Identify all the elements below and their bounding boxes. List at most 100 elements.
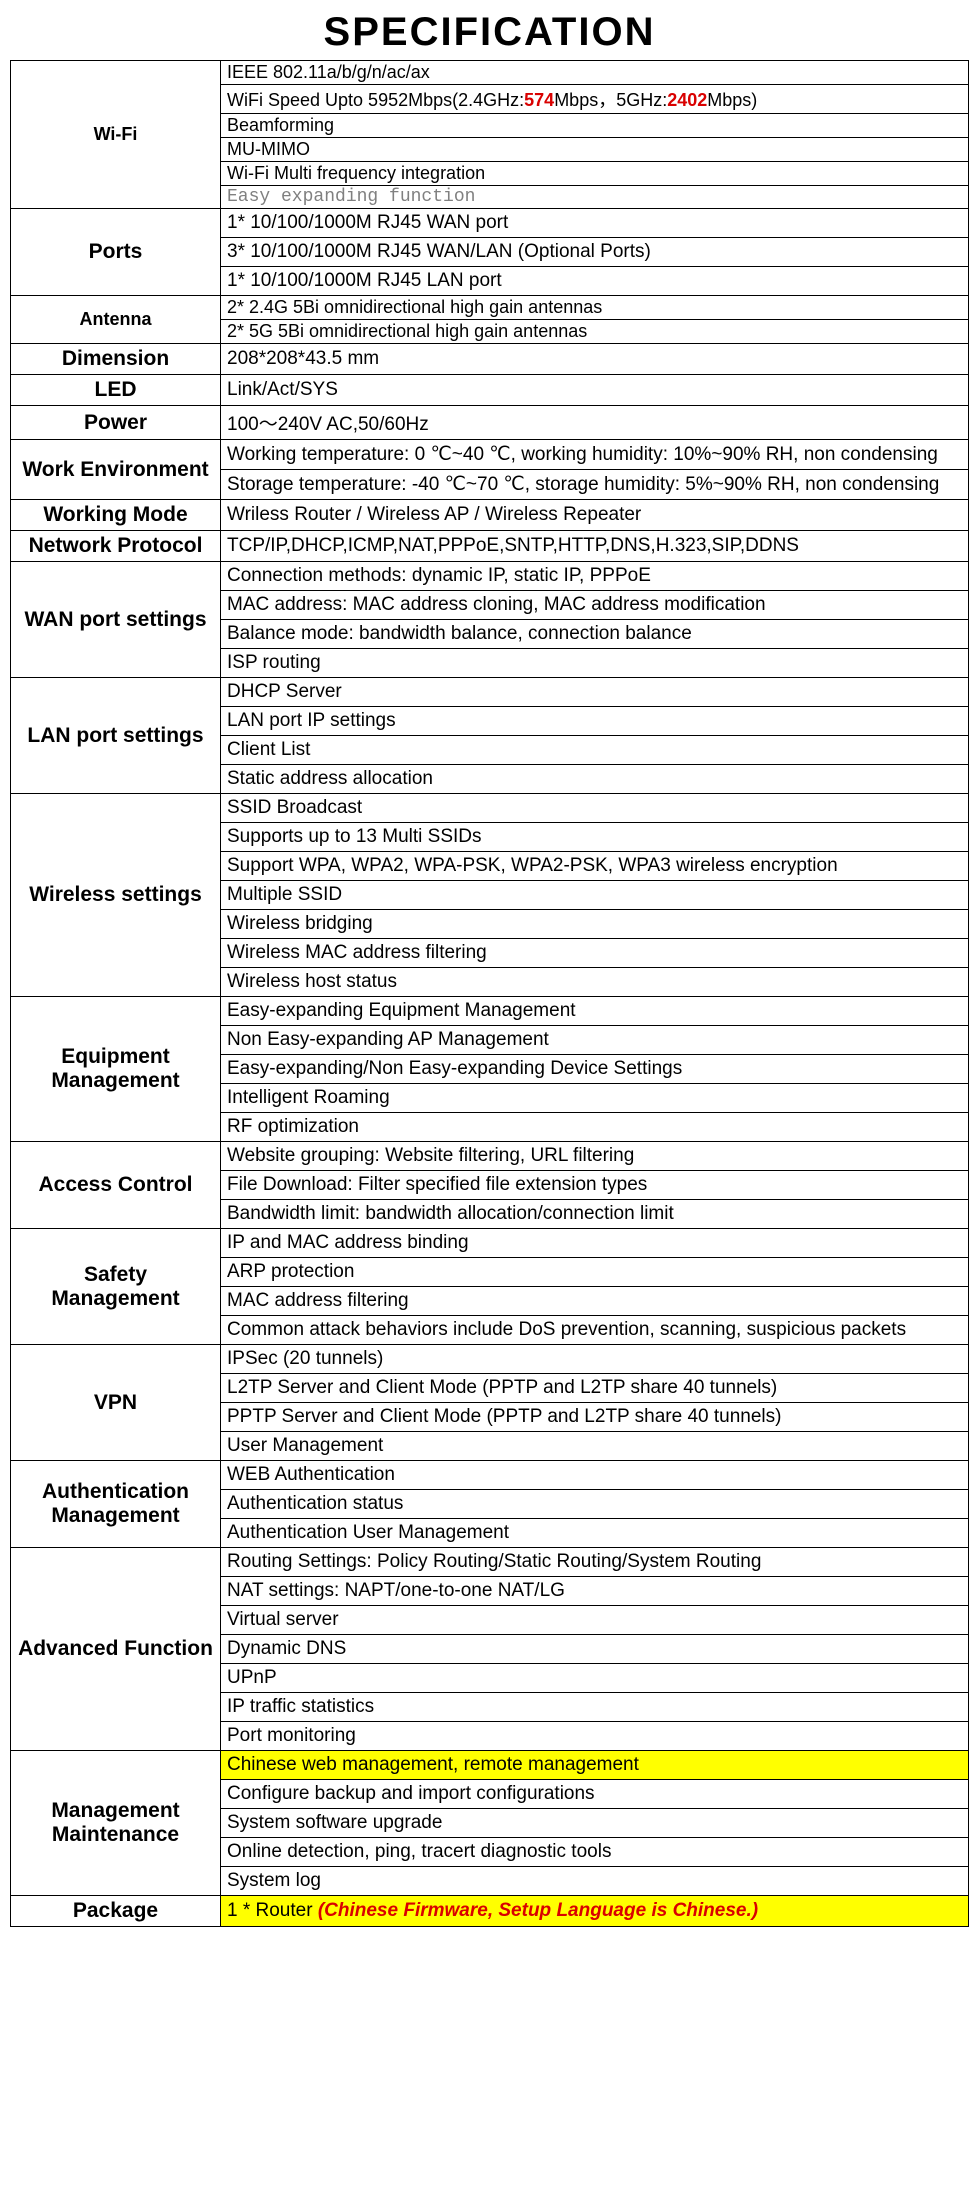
spec-value: Link/Act/SYS [221,375,969,406]
spec-label: Working Mode [11,500,221,531]
spec-value: Virtual server [221,1606,969,1635]
spec-value: MU-MIMO [221,138,969,162]
spec-value: Storage temperature: -40 ℃~70 ℃, storage… [221,470,969,500]
spec-value: Authentication User Management [221,1519,969,1548]
spec-value: IP traffic statistics [221,1693,969,1722]
spec-value: LAN port IP settings [221,707,969,736]
spec-value: Beamforming [221,114,969,138]
table-row: WAN port settingsConnection methods: dyn… [11,562,969,591]
spec-label: Dimension [11,344,221,375]
spec-value: RF optimization [221,1113,969,1142]
spec-label: Ports [11,209,221,296]
spec-label: Management Maintenance [11,1751,221,1896]
table-row: VPNIPSec (20 tunnels) [11,1345,969,1374]
spec-value: 2* 2.4G 5Bi omnidirectional high gain an… [221,296,969,320]
spec-value: Wriless Router / Wireless AP / Wireless … [221,500,969,531]
table-row: Wireless settingsSSID Broadcast [11,794,969,823]
text-part: (Chinese Firmware, Setup Language is Chi… [318,1900,758,1921]
table-row: Advanced FunctionRouting Settings: Polic… [11,1548,969,1577]
spec-value: File Download: Filter specified file ext… [221,1171,969,1200]
spec-label: LED [11,375,221,406]
spec-value: Authentication status [221,1490,969,1519]
text-part: WiFi Speed Upto 5952Mbps(2.4GHz: [227,90,524,110]
spec-value: Supports up to 13 Multi SSIDs [221,823,969,852]
spec-value: 100～240V AC,50/60Hz [221,406,969,440]
spec-value: Client List [221,736,969,765]
text-part: 2402 [667,90,707,110]
spec-label: Equipment Management [11,997,221,1142]
spec-value: Static address allocation [221,765,969,794]
spec-value: Website grouping: Website filtering, URL… [221,1142,969,1171]
table-row: Access ControlWebsite grouping: Website … [11,1142,969,1171]
spec-label: LAN port settings [11,678,221,794]
spec-value: System log [221,1867,969,1896]
table-row: Power100～240V AC,50/60Hz [11,406,969,440]
spec-value: MAC address filtering [221,1287,969,1316]
spec-value: DHCP Server [221,678,969,707]
spec-value: 1* 10/100/1000M RJ45 WAN port [221,209,969,238]
spec-label: VPN [11,1345,221,1461]
table-row: Dimension208*208*43.5 mm [11,344,969,375]
table-row: Management MaintenanceChinese web manage… [11,1751,969,1780]
spec-value: Multiple SSID [221,881,969,910]
spec-value: Intelligent Roaming [221,1084,969,1113]
spec-value: PPTP Server and Client Mode (PPTP and L2… [221,1403,969,1432]
spec-label: Power [11,406,221,440]
text-part: Mbps，5GHz: [554,90,667,110]
spec-value: Wireless MAC address filtering [221,939,969,968]
spec-label: Access Control [11,1142,221,1229]
spec-label: Package [11,1896,221,1927]
spec-value: Balance mode: bandwidth balance, connect… [221,620,969,649]
table-row: Wi-FiIEEE 802.11a/b/g/n/ac/ax [11,61,969,85]
spec-value: Working temperature: 0 ℃~40 ℃, working h… [221,440,969,470]
spec-value: Online detection, ping, tracert diagnost… [221,1838,969,1867]
spec-value: 3* 10/100/1000M RJ45 WAN/LAN (Optional P… [221,238,969,267]
text-part: 1 * Router [227,1900,318,1921]
spec-label: Advanced Function [11,1548,221,1751]
table-row: Authentication ManagementWEB Authenticat… [11,1461,969,1490]
spec-label: Wireless settings [11,794,221,997]
spec-label: Authentication Management [11,1461,221,1548]
spec-table: Wi-FiIEEE 802.11a/b/g/n/ac/axWiFi Speed … [10,60,969,1927]
spec-value: Easy expanding function [221,186,969,209]
spec-value: System software upgrade [221,1809,969,1838]
table-row: Working ModeWriless Router / Wireless AP… [11,500,969,531]
spec-value: Common attack behaviors include DoS prev… [221,1316,969,1345]
spec-label: WAN port settings [11,562,221,678]
spec-value: Wi-Fi Multi frequency integration [221,162,969,186]
spec-value: TCP/IP,DHCP,ICMP,NAT,PPPoE,SNTP,HTTP,DNS… [221,531,969,562]
table-row: LAN port settingsDHCP Server [11,678,969,707]
spec-value: Wireless bridging [221,910,969,939]
spec-value: Chinese web management, remote managemen… [221,1751,969,1780]
table-row: Work EnvironmentWorking temperature: 0 ℃… [11,440,969,470]
table-row: Ports1* 10/100/1000M RJ45 WAN port [11,209,969,238]
spec-value: IEEE 802.11a/b/g/n/ac/ax [221,61,969,85]
spec-label: Safety Management [11,1229,221,1345]
page-title: SPECIFICATION [10,10,969,55]
table-row: LEDLink/Act/SYS [11,375,969,406]
spec-value: User Management [221,1432,969,1461]
spec-value: 208*208*43.5 mm [221,344,969,375]
spec-value: WiFi Speed Upto 5952Mbps(2.4GHz:574Mbps，… [221,85,969,114]
spec-value: Configure backup and import configuratio… [221,1780,969,1809]
spec-value: Support WPA, WPA2, WPA-PSK, WPA2-PSK, WP… [221,852,969,881]
spec-value: Non Easy-expanding AP Management [221,1026,969,1055]
table-row: Antenna2* 2.4G 5Bi omnidirectional high … [11,296,969,320]
spec-value: 1 * Router (Chinese Firmware, Setup Lang… [221,1896,969,1927]
spec-value: Bandwidth limit: bandwidth allocation/co… [221,1200,969,1229]
spec-label: Wi-Fi [11,61,221,209]
spec-value: SSID Broadcast [221,794,969,823]
spec-value: Dynamic DNS [221,1635,969,1664]
table-row: Safety ManagementIP and MAC address bind… [11,1229,969,1258]
spec-value: ISP routing [221,649,969,678]
spec-value: Routing Settings: Policy Routing/Static … [221,1548,969,1577]
spec-label: Network Protocol [11,531,221,562]
spec-label: Work Environment [11,440,221,500]
spec-value: IPSec (20 tunnels) [221,1345,969,1374]
spec-value: IP and MAC address binding [221,1229,969,1258]
spec-value: MAC address: MAC address cloning, MAC ad… [221,591,969,620]
table-row: Package1 * Router (Chinese Firmware, Set… [11,1896,969,1927]
spec-value: Easy-expanding Equipment Management [221,997,969,1026]
spec-value: ARP protection [221,1258,969,1287]
spec-value: NAT settings: NAPT/one-to-one NAT/LG [221,1577,969,1606]
